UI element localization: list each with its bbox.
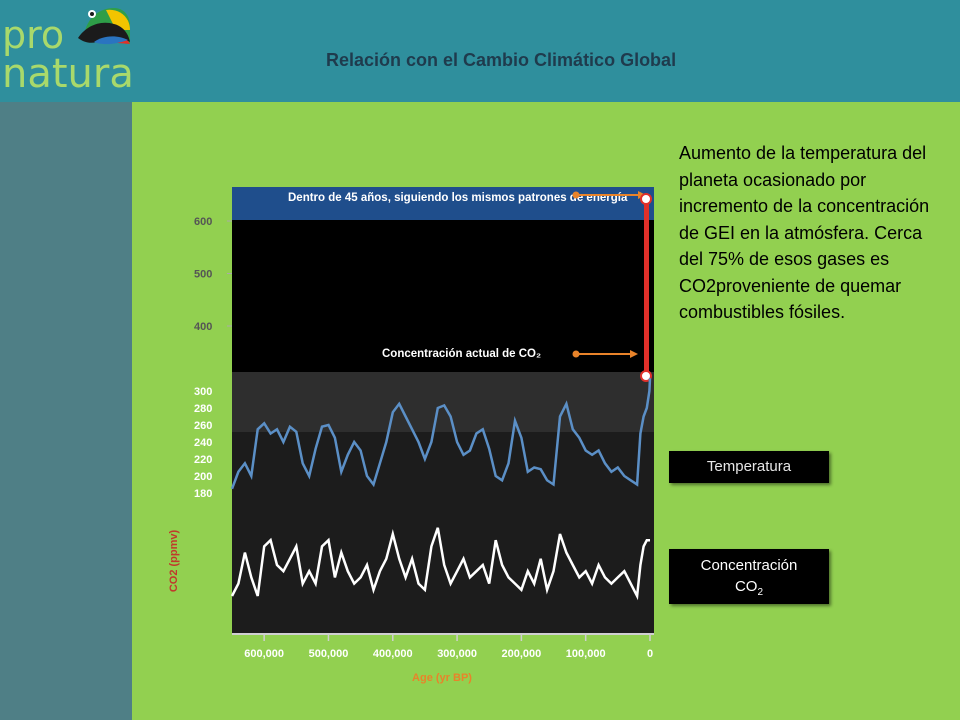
arrow-current-dot <box>572 350 580 358</box>
future-increase-bar <box>644 199 649 377</box>
logo: pro natura <box>0 0 134 102</box>
y-tick-label: 600 <box>194 216 212 228</box>
y-tick-label: 240 <box>194 437 212 449</box>
y-tick-label: 300 <box>194 386 212 398</box>
temperatura-button[interactable]: Temperatura <box>669 451 829 483</box>
x-tick-label: 600,000 <box>244 648 284 660</box>
x-tick-label: 200,000 <box>502 648 542 660</box>
y-tick-label: 200 <box>194 471 212 483</box>
annotation-future: Dentro de 45 años, siguiendo los mismos … <box>288 192 628 204</box>
arrow-future-dot <box>572 191 580 199</box>
chart-lower-gradient <box>232 372 654 432</box>
co2-series-line <box>230 378 652 490</box>
y-tick-label: 260 <box>194 420 212 432</box>
header-bar <box>0 0 960 102</box>
y-axis-label: CO2 (ppmv) <box>168 529 180 592</box>
logo-text-pro: pro <box>2 13 65 57</box>
concentracion-co2-button[interactable]: Concentración CO2 <box>669 549 829 604</box>
y-tick-label: 400 <box>194 321 212 333</box>
sidebar <box>0 102 132 720</box>
x-tick-label: 0 <box>647 648 653 660</box>
co2-label: CO2 <box>734 578 764 598</box>
x-tick-label: 300,000 <box>437 648 477 660</box>
y-tick-label: 220 <box>194 454 212 466</box>
description-text: Aumento de la temperatura del planeta oc… <box>679 143 930 322</box>
concentracion-label: Concentración <box>700 557 798 574</box>
page-title: Relación con el Cambio Climático Global <box>326 50 677 70</box>
y-tick-label: 280 <box>194 403 212 415</box>
x-tick-label: 500,000 <box>309 648 349 660</box>
y-tick-label: 500 <box>194 269 212 281</box>
current-marker <box>640 370 652 382</box>
chart-future-band <box>232 187 654 220</box>
arrow-current-head <box>630 350 638 358</box>
x-axis-label: Age (yr BP) <box>412 672 472 684</box>
chart-upper-area <box>232 220 654 372</box>
future-marker <box>640 193 652 205</box>
x-tick-label: 400,000 <box>373 648 413 660</box>
bird-logo-icon <box>78 8 130 45</box>
co2-temperature-chart: Dentro de 45 años, siguiendo los mismos … <box>168 187 654 684</box>
y-tick-label: 180 <box>194 488 212 500</box>
temperature-series-line <box>230 527 650 601</box>
x-tick-label: 100,000 <box>566 648 606 660</box>
logo-text-natura: natura <box>2 51 134 97</box>
annotation-current: Concentración actual de CO₂ <box>382 348 541 360</box>
